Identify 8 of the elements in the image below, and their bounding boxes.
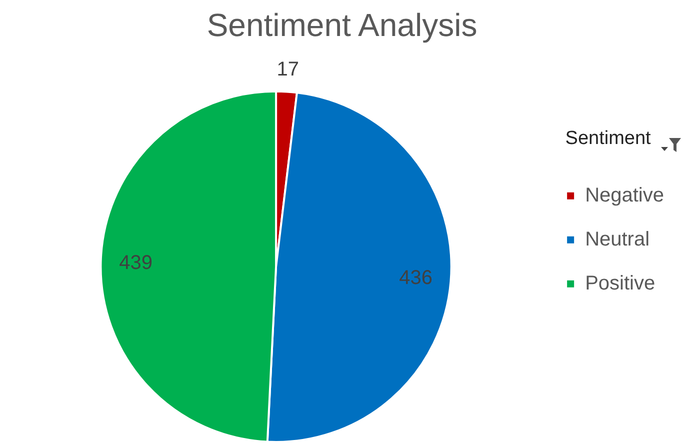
legend-label: Positive: [585, 272, 656, 294]
legend-label: Negative: [585, 184, 664, 206]
data-label: 436: [399, 267, 432, 290]
data-label: 17: [276, 58, 299, 80]
legend-label: Neutral: [585, 228, 650, 250]
legend-title: Sentiment: [565, 128, 652, 149]
data-label: 439: [119, 252, 153, 274]
chart-title: Sentiment Analysis: [206, 7, 478, 44]
